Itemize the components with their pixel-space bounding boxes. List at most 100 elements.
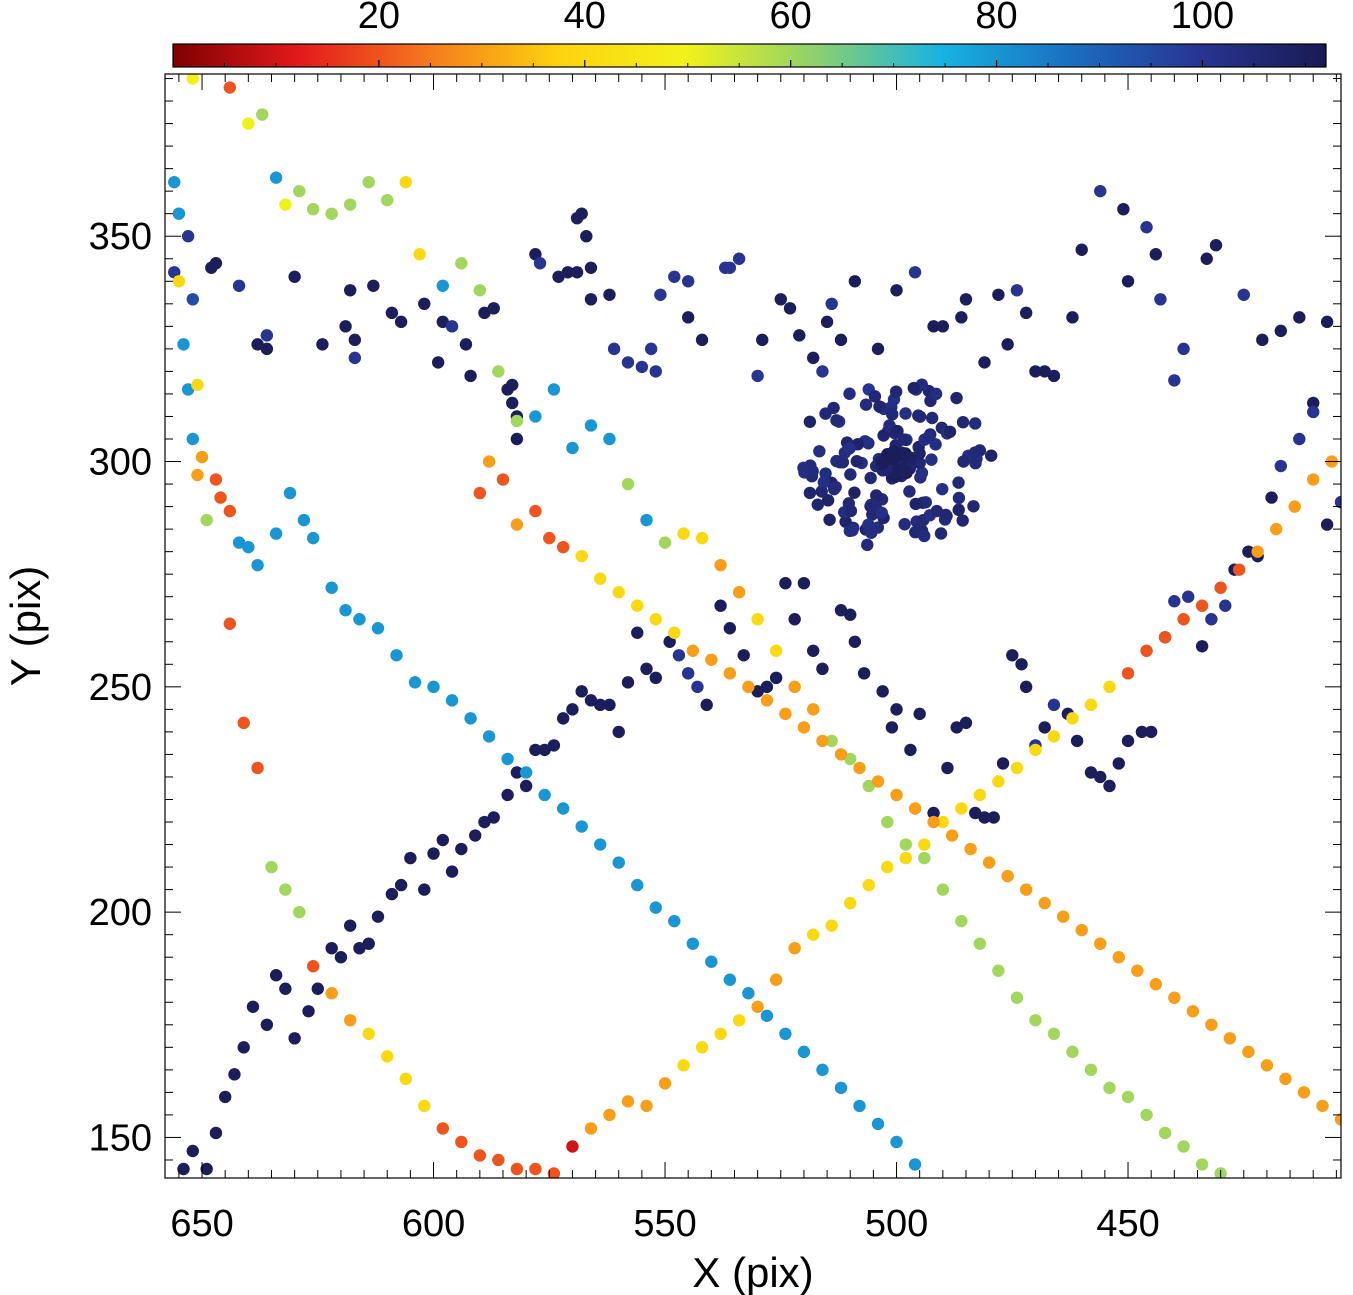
y-tick-label: 150 [89, 1117, 152, 1159]
data-point [918, 851, 931, 865]
data-point [1265, 491, 1278, 504]
data-point [769, 973, 783, 986]
data-point [584, 293, 598, 306]
data-point [1158, 631, 1172, 644]
data-point [1084, 1063, 1098, 1077]
data-point [473, 1149, 487, 1162]
data-point [1144, 725, 1158, 739]
data-point [987, 811, 1000, 824]
data-point [1334, 1113, 1341, 1126]
data-point [1121, 1090, 1135, 1104]
data-point [631, 626, 644, 639]
data-point [394, 878, 408, 892]
data-point [510, 518, 524, 531]
data-point [478, 815, 491, 829]
data-point [1047, 1027, 1061, 1041]
colorbar-tick-label: 20 [358, 0, 400, 37]
data-point [362, 1027, 375, 1041]
data-point [864, 471, 877, 485]
data-point [705, 955, 718, 968]
data-point [950, 391, 963, 405]
data-point [1242, 545, 1255, 558]
data-point [1084, 766, 1098, 779]
data-point [957, 455, 970, 468]
data-point [941, 761, 954, 775]
data-point [455, 1135, 468, 1149]
data-point [1084, 698, 1098, 712]
y-tick-label: 200 [89, 892, 152, 934]
data-point [1047, 369, 1061, 383]
data-point [260, 1018, 274, 1031]
data-point [865, 526, 878, 539]
data-point [556, 712, 570, 725]
x-tick-label: 650 [170, 1203, 233, 1245]
data-point [788, 680, 801, 694]
data-point [575, 207, 588, 220]
data-point [779, 1027, 792, 1041]
x-axis-ticks: 650 600 550 500 450 [170, 74, 1337, 1245]
data-point [955, 802, 968, 815]
data-point [732, 586, 746, 599]
data-point [191, 378, 204, 392]
data-point [760, 694, 774, 707]
data-point [635, 360, 649, 374]
data-point [436, 279, 449, 292]
data-point [640, 513, 653, 527]
data-point [934, 527, 948, 540]
data-point [890, 703, 903, 716]
data-point [413, 248, 426, 261]
data-point [1121, 734, 1135, 748]
data-point [681, 311, 695, 324]
data-point [246, 1000, 260, 1013]
data-point [279, 883, 292, 896]
data-point [552, 270, 565, 283]
data-point [399, 1072, 412, 1086]
data-point [269, 969, 283, 982]
data-point [1232, 563, 1246, 576]
data-point [459, 338, 473, 351]
data-point [1177, 1140, 1190, 1153]
data-point [1066, 712, 1079, 725]
data-point [431, 356, 445, 369]
data-point [1010, 991, 1024, 1004]
data-point [848, 486, 861, 499]
data-point [218, 1090, 232, 1104]
data-point [813, 445, 826, 458]
data-point [723, 973, 737, 986]
data-point [982, 856, 996, 869]
data-point [1066, 311, 1079, 324]
data-point [603, 1108, 616, 1122]
data-point [1001, 338, 1014, 351]
data-point [668, 626, 681, 639]
data-point [723, 667, 737, 680]
colorbar-tick-label: 100 [1171, 0, 1234, 37]
data-point [519, 779, 533, 793]
data-point [649, 365, 662, 378]
data-point [803, 415, 817, 428]
data-point [732, 1014, 746, 1027]
data-point [436, 315, 449, 329]
data-point [1038, 365, 1051, 378]
data-point [930, 504, 943, 518]
data-point [862, 779, 875, 793]
data-point [1223, 1032, 1237, 1045]
data-point [478, 306, 491, 320]
data-point [547, 739, 561, 752]
data-point [956, 416, 970, 429]
data-point [1297, 1086, 1311, 1099]
data-point [510, 1162, 524, 1176]
data-point [621, 477, 635, 491]
data-point [848, 275, 862, 288]
data-point [177, 1162, 190, 1176]
data-point [343, 284, 357, 297]
data-point [1260, 1059, 1274, 1072]
data-point [367, 279, 380, 292]
data-point [1168, 595, 1181, 608]
data-point [876, 457, 889, 471]
data-point [848, 635, 862, 648]
data-point [566, 1140, 579, 1153]
data-point [816, 365, 829, 378]
data-point [538, 788, 551, 802]
data-point [1214, 581, 1227, 594]
data-point [1117, 202, 1130, 216]
